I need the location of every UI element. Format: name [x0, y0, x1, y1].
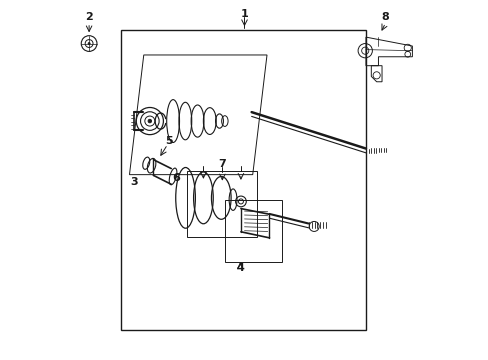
Bar — [224, 200, 282, 262]
Bar — [121, 30, 365, 330]
Bar — [187, 171, 257, 237]
Circle shape — [88, 42, 90, 45]
Text: 6: 6 — [172, 173, 180, 183]
Text: 8: 8 — [381, 13, 388, 22]
Text: 3: 3 — [130, 177, 137, 187]
Text: 2: 2 — [85, 13, 93, 22]
Text: 4: 4 — [236, 262, 244, 273]
Text: 5: 5 — [165, 136, 173, 146]
Text: 1: 1 — [240, 9, 248, 19]
Text: 7: 7 — [218, 159, 226, 169]
Circle shape — [148, 119, 151, 123]
